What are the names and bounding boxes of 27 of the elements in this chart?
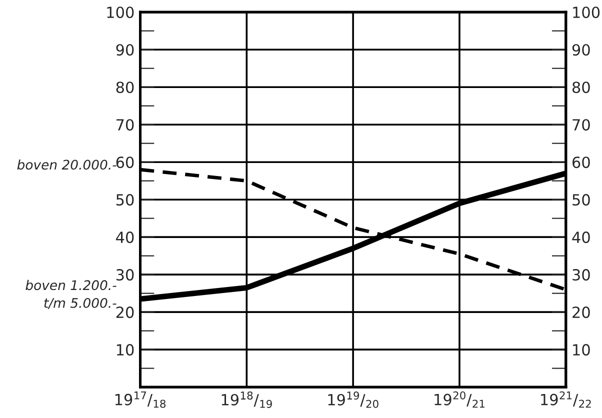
y-tick-label: 20 <box>116 306 134 318</box>
y2-tick-label: 20 <box>572 306 590 318</box>
y-tick-label: 50 <box>116 194 134 206</box>
series-label: boven 20.000.- <box>17 159 116 170</box>
y2-tick-label: 100 <box>573 6 600 18</box>
y-tick-label: 80 <box>116 82 134 94</box>
y-tick-label: 90 <box>116 44 134 56</box>
x-tick-label: 19$^{17}$/$_{18}$ <box>115 392 166 408</box>
y2-tick-label: 70 <box>572 119 590 131</box>
y-tick-label: 70 <box>116 119 134 131</box>
y-tick-label: 100 <box>107 6 134 18</box>
y-tick-label: 60 <box>116 156 134 168</box>
y2-tick-label: 50 <box>572 194 590 206</box>
y2-tick-label: 40 <box>572 232 590 244</box>
y2-tick-label: 10 <box>573 344 590 356</box>
y-tick-label: 30 <box>116 269 134 281</box>
x-tick-label: 19$^{20}$/$_{21}$ <box>434 391 484 408</box>
x-tick-label: 19$^{19}$/$_{20}$ <box>328 392 378 408</box>
series-label: boven 1.200.- t/m 5.000.- <box>26 280 116 309</box>
y2-tick-label: 60 <box>572 156 590 168</box>
y-tick-label: 40 <box>116 232 134 244</box>
y2-tick-label: 30 <box>572 269 590 281</box>
y2-tick-label: 80 <box>572 82 590 94</box>
x-tick-label: 19$^{21}$/$_{22}$ <box>541 391 591 408</box>
x-tick-label: 19$^{18}$/$_{19}$ <box>222 392 272 408</box>
y-tick-label: 10 <box>116 344 134 356</box>
y2-tick-label: 90 <box>572 44 590 56</box>
